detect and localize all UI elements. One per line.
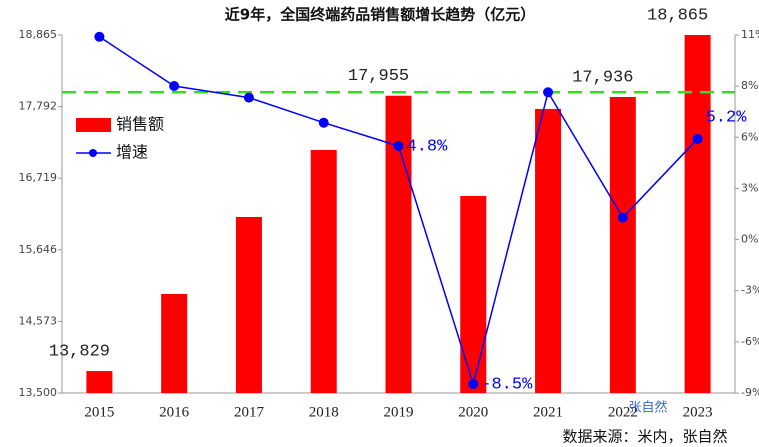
- line-point: [692, 133, 703, 144]
- y2-tick-label: 8%: [741, 79, 758, 92]
- y-tick-label: 18,865: [19, 28, 58, 41]
- y-tick-label: 14,573: [19, 314, 58, 327]
- line-value-label: 4.8%: [407, 137, 449, 156]
- x-tick-label: 2015: [84, 404, 114, 420]
- y-tick-label: 16,719: [19, 171, 58, 184]
- line-point: [243, 92, 254, 103]
- bar: [460, 195, 487, 393]
- y2-tick-label: -3%: [741, 284, 759, 297]
- bar: [86, 371, 113, 393]
- x-tick-label: 2016: [159, 404, 190, 420]
- bar-value-label: 13,829: [49, 343, 110, 362]
- bar: [684, 35, 711, 393]
- y-tick-label: 17,792: [19, 100, 58, 113]
- bar: [609, 96, 636, 393]
- y2-tick-label: 11%: [741, 28, 759, 41]
- y2-tick-label: 6%: [741, 130, 758, 143]
- line-point: [543, 87, 554, 98]
- line-point: [393, 140, 404, 151]
- bar: [535, 108, 562, 393]
- bar: [161, 293, 188, 393]
- y-tick-label: 15,646: [19, 243, 58, 256]
- annotation: 张自然: [628, 400, 667, 416]
- x-tick-label: 2020: [458, 404, 488, 420]
- line-point: [94, 31, 105, 42]
- line-value-label: 5.2%: [706, 108, 748, 127]
- bar-value-label: 17,936: [572, 68, 633, 87]
- line-point: [617, 212, 628, 223]
- y2-tick-label: -6%: [741, 335, 759, 348]
- legend-label: 增速: [116, 143, 148, 162]
- x-tick-label: 2022: [608, 404, 638, 420]
- y2-tick-label: -9%: [741, 386, 759, 399]
- bar: [235, 216, 262, 393]
- bar-value-label: 17,955: [348, 67, 409, 86]
- legend-swatch: [89, 149, 97, 157]
- source: 数据来源：米内，张自然: [562, 428, 727, 446]
- y2-tick-label: 0%: [741, 233, 758, 246]
- x-tick-label: 2023: [683, 404, 713, 420]
- y-tick-label: 13,500: [19, 386, 58, 399]
- line-point: [318, 117, 329, 128]
- x-tick-label: 2019: [384, 404, 414, 420]
- bar: [310, 149, 337, 393]
- legend-label: 销售额: [116, 115, 164, 134]
- line-point: [169, 81, 180, 92]
- legend-swatch: [76, 118, 111, 132]
- chart-title: 近9年，全国终端药品销售额增长趋势（亿元）: [225, 6, 535, 24]
- x-tick-label: 2017: [234, 404, 265, 420]
- bar-value-label: 18,865: [647, 6, 708, 25]
- y2-tick-label: 3%: [741, 181, 758, 194]
- line-value-label: -8.5%: [481, 376, 533, 395]
- line-point: [468, 379, 479, 390]
- x-tick-label: 2018: [309, 404, 339, 420]
- x-tick-label: 2021: [533, 404, 563, 420]
